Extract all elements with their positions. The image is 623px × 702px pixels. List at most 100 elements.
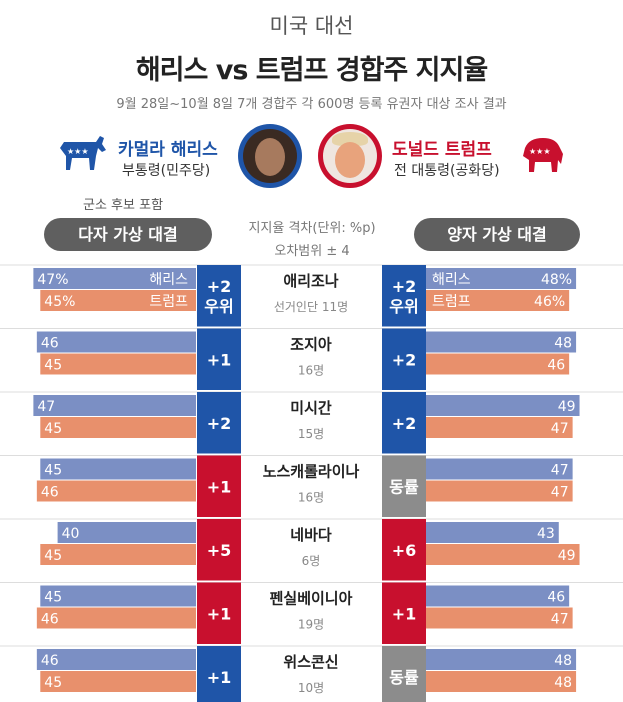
value-label-h2h-trump: 48 [554,675,572,691]
bar-h2h-harris [410,268,577,289]
value-label-h2h-trump: 47 [551,485,569,501]
value-label-h2h-trump: 46% [534,294,565,310]
multi-candidate-pill: 다자 가상 대결 [44,218,212,251]
trump-avatar [318,124,382,188]
lead-label-h2h: +2 [392,277,417,296]
state-name: 미시간 [290,399,332,417]
page-title: 해리스 vs 트럼프 경합주 지지율 [135,55,488,86]
bar-multi-trump [40,671,196,692]
series-label-h2h-trump: 트럼프 [432,294,471,310]
lead-box-h2h [382,582,426,644]
bar-h2h-harris [410,331,577,353]
bar-h2h-trump [410,480,573,502]
state-name: 애리조나 [283,272,338,290]
bar-h2h-harris [410,649,577,670]
value-label-h2h-harris: 49 [558,399,576,415]
value-label-multi-harris: 46 [41,336,59,352]
third-party-note: 군소 후보 포함 [83,198,164,213]
state-name: 노스캐롤라이나 [263,463,360,481]
lead-label-multi: 우위 [204,297,233,316]
subtitle: 9월 28일~10월 8일 7개 경합주 각 600명 등록 유권자 대상 조사… [116,97,507,112]
electoral-votes: 선거인단 11명 [274,300,348,314]
electoral-votes: 15명 [298,427,324,441]
margin-note: 오차범위 ± 4 [274,244,350,259]
lead-label-multi: +1 [207,350,232,369]
series-label-h2h-harris: 해리스 [432,272,471,288]
electoral-votes: 10명 [298,681,324,695]
value-label-multi-trump: 45 [44,548,62,564]
lead-box-multi [197,328,241,390]
value-label-h2h-harris: 46 [547,590,565,606]
value-label-multi-trump: 46 [41,485,59,501]
value-label-h2h-trump: 47 [551,612,569,628]
lead-label-h2h: +2 [392,414,417,433]
bar-h2h-trump [410,607,573,629]
value-label-multi-harris: 45 [44,590,62,606]
lead-box-h2h [382,455,426,517]
bar-h2h-trump [410,671,577,692]
lead-box-h2h [382,392,426,454]
lead-box-multi [197,265,241,327]
electoral-votes: 16명 [298,491,324,505]
lead-label-h2h: 동률 [389,477,419,496]
bar-multi-harris [36,649,197,670]
value-label-h2h-trump: 49 [558,548,576,564]
value-label-multi-harris: 47 [37,399,55,415]
donkey-icon: ★★★ [58,132,110,172]
bar-multi-trump [40,353,196,375]
value-label-multi-trump: 45 [44,358,62,374]
trump-name: 도널드 트럼프 [392,140,492,160]
harris-name: 카멀라 해리스 [118,140,218,160]
lead-label-h2h: 동률 [389,668,419,687]
bar-h2h-harris [410,458,573,480]
value-label-h2h-harris: 48 [554,336,572,352]
electoral-votes: 16명 [298,364,324,378]
series-label-multi-harris: 해리스 [149,272,188,288]
bar-multi-trump [36,607,197,629]
lead-label-multi: +1 [207,477,232,496]
value-label-h2h-trump: 47 [551,421,569,437]
bar-h2h-harris [410,522,559,543]
svg-text:★★★: ★★★ [67,147,89,156]
bar-multi-trump [40,290,196,311]
trump-role: 전 대통령(공화당) [394,163,500,179]
harris-avatar [238,124,302,188]
svg-text:★★★: ★★★ [529,147,551,156]
lead-box-multi [197,392,241,454]
bar-multi-harris [40,458,196,480]
lead-box-h2h [382,328,426,390]
bar-h2h-trump [410,290,570,311]
lead-label-h2h: +6 [392,541,417,560]
bar-multi-trump [40,544,196,565]
value-label-multi-harris: 47% [37,272,68,288]
bar-multi-harris [36,331,197,353]
lead-label-multi: +2 [207,277,232,296]
lead-label-multi: +2 [207,414,232,433]
bar-multi-harris [33,268,196,289]
value-label-multi-trump: 46 [41,612,59,628]
bar-h2h-trump [410,353,570,375]
lead-label-h2h: +2 [392,350,417,369]
bar-multi-harris [57,522,196,543]
lead-label-h2h: +1 [392,604,417,623]
bar-multi-trump [36,480,197,502]
lead-box-multi [197,519,241,581]
bar-h2h-harris [410,395,580,416]
lead-box-h2h [382,519,426,581]
kicker: 미국 대선 [269,14,354,38]
bar-multi-trump [40,417,196,438]
series-label-multi-trump: 트럼프 [149,294,188,310]
bar-multi-harris [33,395,196,416]
head-to-head-pill: 양자 가상 대결 [414,218,580,251]
value-label-multi-harris: 40 [62,526,80,542]
lead-box-multi [197,582,241,644]
value-label-multi-trump: 45% [44,294,75,310]
value-label-multi-harris: 46 [41,653,59,669]
gap-note: 지지율 격차(단위: %p) [248,221,376,236]
harris-role: 부통령(민주당) [122,163,211,179]
value-label-h2h-harris: 47 [551,463,569,479]
electoral-votes: 6명 [302,554,321,568]
bar-h2h-trump [410,544,580,565]
state-name: 네바다 [290,526,332,544]
